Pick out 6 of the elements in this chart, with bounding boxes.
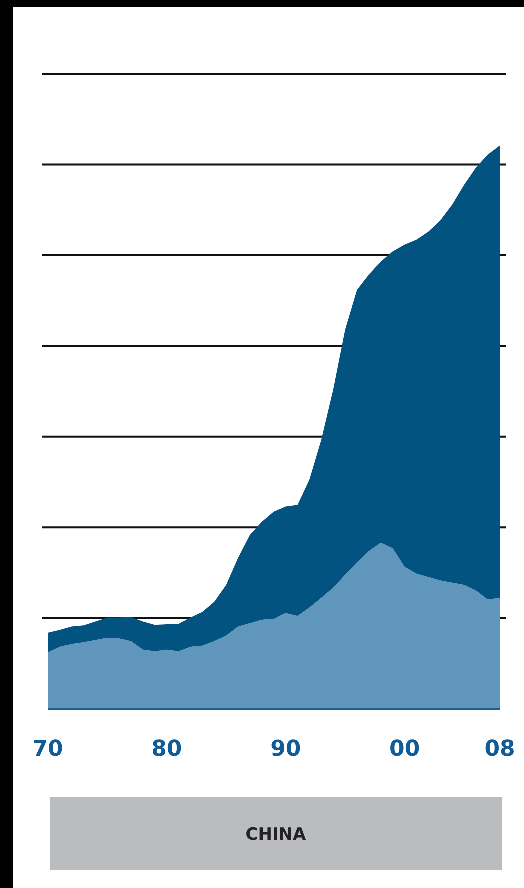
x-tick-label: 90 [270, 737, 302, 762]
text: CHINA [246, 825, 308, 845]
x-tick-label: 00 [390, 737, 420, 762]
x-tick-label: 70 [32, 737, 64, 762]
x-tick-label: 08 [484, 737, 516, 762]
x-tick-label: 80 [152, 737, 182, 762]
